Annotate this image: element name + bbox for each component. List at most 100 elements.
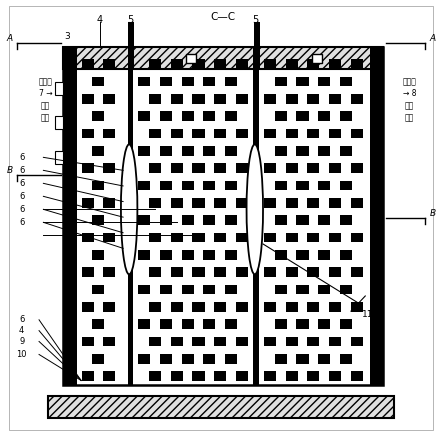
Bar: [318, 354, 330, 364]
Bar: [318, 250, 330, 259]
Bar: [340, 215, 352, 225]
Bar: [81, 233, 94, 242]
Bar: [160, 112, 172, 121]
Text: A: A: [429, 34, 435, 43]
Bar: [307, 337, 319, 346]
Bar: [329, 129, 341, 138]
Bar: [160, 181, 172, 190]
Bar: [203, 181, 215, 190]
Bar: [55, 82, 63, 95]
Text: → 8: → 8: [403, 89, 416, 98]
Bar: [236, 59, 248, 69]
Bar: [171, 59, 183, 69]
Bar: [192, 233, 205, 242]
Bar: [286, 371, 297, 381]
Bar: [329, 164, 341, 173]
Bar: [329, 59, 341, 69]
Bar: [264, 164, 276, 173]
Bar: [171, 198, 183, 208]
Bar: [275, 285, 287, 294]
Bar: [103, 198, 115, 208]
Text: 烟气: 烟气: [405, 101, 414, 110]
Bar: [318, 146, 330, 156]
Ellipse shape: [121, 144, 137, 274]
Bar: [275, 112, 287, 121]
Text: 6: 6: [19, 205, 24, 214]
Bar: [286, 267, 297, 277]
Bar: [275, 181, 287, 190]
Bar: [128, 47, 133, 385]
Bar: [236, 371, 248, 381]
Bar: [307, 302, 319, 312]
Text: 6: 6: [19, 218, 24, 227]
Bar: [128, 22, 134, 69]
Bar: [214, 371, 226, 381]
Bar: [138, 181, 150, 190]
Bar: [264, 94, 276, 104]
Bar: [138, 77, 150, 86]
Bar: [214, 233, 226, 242]
Bar: [214, 337, 226, 346]
Bar: [264, 371, 276, 381]
Bar: [92, 181, 104, 190]
Bar: [203, 215, 215, 225]
Bar: [225, 285, 237, 294]
Bar: [55, 116, 63, 129]
Text: 进入: 进入: [41, 113, 50, 123]
Bar: [192, 59, 205, 69]
Bar: [103, 267, 115, 277]
Bar: [103, 129, 115, 138]
Bar: [92, 320, 104, 329]
Bar: [318, 112, 330, 121]
Bar: [149, 302, 161, 312]
Bar: [318, 285, 330, 294]
Bar: [138, 215, 150, 225]
Bar: [351, 59, 363, 69]
Bar: [286, 302, 297, 312]
Bar: [138, 285, 150, 294]
Bar: [225, 215, 237, 225]
Bar: [286, 164, 297, 173]
Bar: [340, 354, 352, 364]
Bar: [264, 337, 276, 346]
Bar: [171, 302, 183, 312]
Bar: [103, 94, 115, 104]
Bar: [103, 164, 115, 173]
Bar: [318, 215, 330, 225]
Text: 7 →: 7 →: [39, 89, 52, 98]
Bar: [307, 267, 319, 277]
Bar: [351, 198, 363, 208]
Bar: [182, 77, 194, 86]
Bar: [286, 94, 297, 104]
Text: 3: 3: [65, 31, 70, 41]
Text: B: B: [7, 166, 13, 175]
Bar: [214, 302, 226, 312]
Bar: [236, 302, 248, 312]
Bar: [236, 233, 248, 242]
Text: 排出: 排出: [405, 113, 414, 123]
Bar: [307, 233, 319, 242]
Bar: [297, 77, 309, 86]
Bar: [351, 129, 363, 138]
Bar: [149, 164, 161, 173]
Bar: [264, 198, 276, 208]
Bar: [81, 94, 94, 104]
Bar: [214, 59, 226, 69]
Bar: [55, 151, 63, 164]
Bar: [160, 77, 172, 86]
Bar: [171, 267, 183, 277]
Bar: [160, 320, 172, 329]
Bar: [297, 354, 309, 364]
Bar: [203, 285, 215, 294]
Bar: [312, 54, 321, 63]
Bar: [297, 112, 309, 121]
Bar: [149, 371, 161, 381]
Bar: [171, 371, 183, 381]
Bar: [318, 77, 330, 86]
Bar: [340, 146, 352, 156]
Bar: [370, 47, 384, 385]
Bar: [192, 371, 205, 381]
Bar: [92, 250, 104, 259]
Bar: [225, 320, 237, 329]
Bar: [182, 215, 194, 225]
